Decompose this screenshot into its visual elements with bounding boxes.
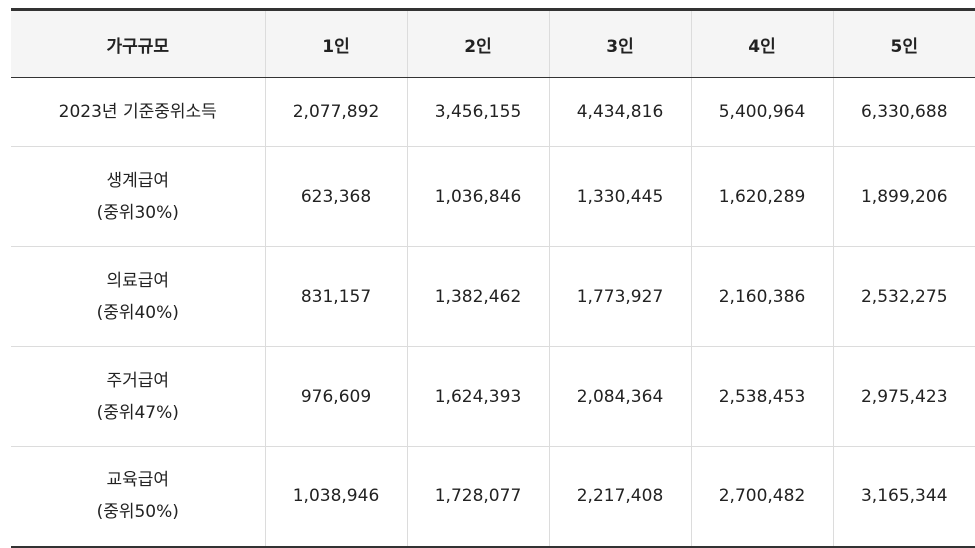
header-3-person: 3인	[548, 8, 691, 78]
table-row-median-income: 2023년 기준중위소득 2,077,892 3,456,155 4,434,8…	[11, 77, 975, 147]
header-2-person: 2인	[406, 8, 549, 78]
table-cell: 2,532,275	[832, 246, 975, 347]
table-cell: 1,036,846	[406, 146, 549, 247]
header-4-person: 4인	[690, 8, 833, 78]
table-cell: 1,624,393	[406, 346, 549, 447]
table-cell: 1,620,289	[690, 146, 833, 247]
row-label-line: 생계급여	[106, 170, 170, 191]
table-cell: 1,899,206	[832, 146, 975, 247]
table-cell: 5,400,964	[690, 77, 833, 147]
table-row-housing-benefit: 주거급여 (중위47%) 976,609 1,624,393 2,084,364…	[11, 346, 975, 447]
header-1-person: 1인	[264, 8, 407, 78]
table-body: 2023년 기준중위소득 2,077,892 3,456,155 4,434,8…	[11, 77, 975, 548]
table-row-education-benefit: 교육급여 (중위50%) 1,038,946 1,728,077 2,217,4…	[11, 446, 975, 548]
row-label-line: 교육급여	[106, 470, 170, 491]
table-row-medical-benefit: 의료급여 (중위40%) 831,157 1,382,462 1,773,927…	[11, 246, 975, 347]
row-label-line: 주거급여	[106, 370, 170, 391]
row-label: 주거급여 (중위47%)	[11, 346, 265, 447]
table-cell: 2,538,453	[690, 346, 833, 447]
row-label-line: 의료급여	[106, 270, 170, 291]
header-household-size: 가구규모	[11, 8, 265, 78]
table-cell: 1,038,946	[264, 446, 407, 548]
income-table-container: 가구규모 1인 2인 3인 4인 5인 2023년 기준중위소득 2,077,8…	[11, 8, 975, 548]
table-cell: 2,975,423	[832, 346, 975, 447]
table-cell: 6,330,688	[832, 77, 975, 147]
header-row: 가구규모 1인 2인 3인 4인 5인	[11, 8, 975, 78]
table-cell: 976,609	[264, 346, 407, 447]
row-label-sub: (중위47%)	[96, 402, 179, 423]
median-income-table: 가구규모 1인 2인 3인 4인 5인 2023년 기준중위소득 2,077,8…	[11, 8, 975, 548]
table-header: 가구규모 1인 2인 3인 4인 5인	[11, 8, 975, 78]
table-cell: 4,434,816	[548, 77, 691, 147]
row-label: 의료급여 (중위40%)	[11, 246, 265, 347]
table-cell: 2,077,892	[264, 77, 407, 147]
row-label-sub: (중위40%)	[96, 302, 179, 323]
row-label: 교육급여 (중위50%)	[11, 446, 265, 548]
row-label: 2023년 기준중위소득	[11, 77, 265, 147]
row-label: 생계급여 (중위30%)	[11, 146, 265, 247]
table-cell: 831,157	[264, 246, 407, 347]
table-cell: 2,084,364	[548, 346, 691, 447]
table-cell: 3,456,155	[406, 77, 549, 147]
table-cell: 1,330,445	[548, 146, 691, 247]
table-cell: 1,773,927	[548, 246, 691, 347]
row-label-sub: (중위30%)	[96, 202, 179, 223]
row-label-sub: (중위50%)	[96, 502, 179, 523]
table-cell: 623,368	[264, 146, 407, 247]
table-row-livelihood-benefit: 생계급여 (중위30%) 623,368 1,036,846 1,330,445…	[11, 146, 975, 247]
table-cell: 2,700,482	[690, 446, 833, 548]
table-cell: 2,217,408	[548, 446, 691, 548]
table-cell: 1,728,077	[406, 446, 549, 548]
table-cell: 1,382,462	[406, 246, 549, 347]
table-cell: 2,160,386	[690, 246, 833, 347]
header-5-person: 5인	[832, 8, 975, 78]
row-label-line: 2023년 기준중위소득	[58, 102, 217, 122]
table-cell: 3,165,344	[832, 446, 975, 548]
